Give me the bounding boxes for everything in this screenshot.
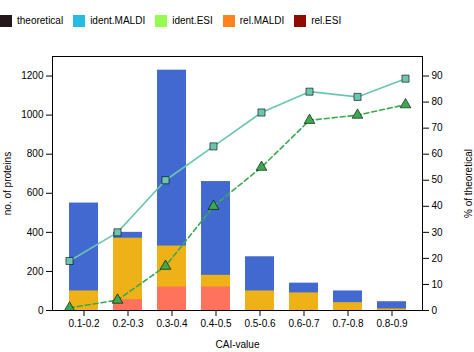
svg-text:no. of proteins: no. of proteins bbox=[2, 152, 13, 215]
svg-text:70: 70 bbox=[432, 122, 444, 133]
svg-text:60: 60 bbox=[432, 148, 444, 159]
svg-text:0.8-0.9: 0.8-0.9 bbox=[376, 318, 408, 329]
svg-text:0.1-0.2: 0.1-0.2 bbox=[68, 318, 100, 329]
svg-text:200: 200 bbox=[27, 266, 44, 277]
svg-text:0.3-0.4: 0.3-0.4 bbox=[156, 318, 188, 329]
html-text:rel.ESI: rel.ESI bbox=[311, 15, 342, 26]
svg-text:0.4-0.5: 0.4-0.5 bbox=[200, 318, 232, 329]
svg-text:50: 50 bbox=[432, 174, 444, 185]
html-text:ident.MALDI: ident.MALDI bbox=[90, 15, 146, 26]
svg-text:800: 800 bbox=[27, 148, 44, 159]
svg-text:0.7-0.8: 0.7-0.8 bbox=[332, 318, 364, 329]
html-text:theoretical: theoretical bbox=[17, 15, 64, 26]
svg-text:400: 400 bbox=[27, 227, 44, 238]
html-text:ident.ESI: ident.ESI bbox=[172, 15, 213, 26]
svg-text:10: 10 bbox=[432, 279, 444, 290]
svg-text:0.2-0.3: 0.2-0.3 bbox=[112, 318, 144, 329]
svg-text:40: 40 bbox=[432, 200, 444, 211]
html-text:rel.MALDI: rel.MALDI bbox=[239, 15, 285, 26]
svg-text:20: 20 bbox=[432, 253, 444, 264]
svg-text:0.5-0.6: 0.5-0.6 bbox=[244, 318, 276, 329]
svg-text:90: 90 bbox=[432, 70, 444, 81]
svg-text:1000: 1000 bbox=[21, 109, 44, 120]
svg-text:0: 0 bbox=[38, 305, 44, 316]
svg-text:CAI-value: CAI-value bbox=[216, 339, 260, 350]
svg-text:80: 80 bbox=[432, 96, 444, 107]
svg-text:0: 0 bbox=[432, 305, 438, 316]
svg-text:1200: 1200 bbox=[21, 70, 44, 81]
svg-text:0.6-0.7: 0.6-0.7 bbox=[288, 318, 320, 329]
svg-text:30: 30 bbox=[432, 227, 444, 238]
svg-text:600: 600 bbox=[27, 187, 44, 198]
svg-text:% of theoretical: % of theoretical bbox=[463, 149, 474, 218]
